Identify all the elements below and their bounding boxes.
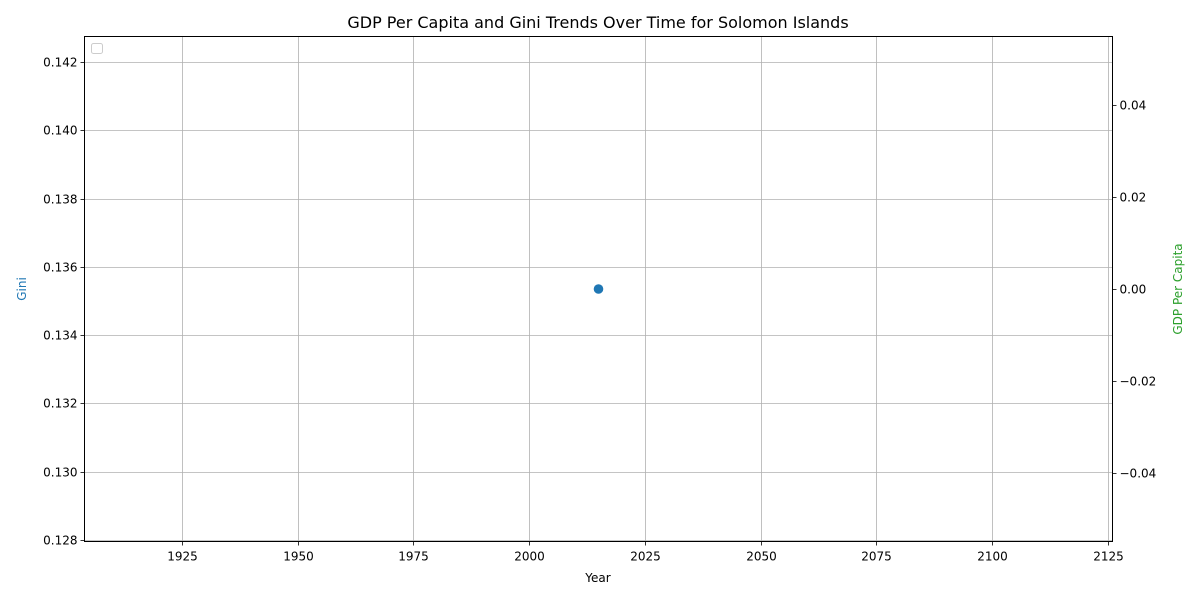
chart-title: GDP Per Capita and Gini Trends Over Time… <box>347 13 848 32</box>
x-tick-label: 2100 <box>977 550 1008 564</box>
x-tick-label: 1975 <box>398 550 429 564</box>
legend-box <box>91 43 103 54</box>
y-tick-label-left: 0.140 <box>43 124 77 138</box>
y-axis-label-right: GDP Per Capita <box>1171 243 1185 334</box>
y-tick-label-right: 0.04 <box>1120 99 1147 113</box>
y-tick-label-left: 0.136 <box>43 261 77 275</box>
y-tick-label-left: 0.134 <box>43 329 77 343</box>
y-axis-label-left: Gini <box>15 277 29 301</box>
y-tick-label-right: −0.02 <box>1120 375 1157 389</box>
series-points <box>593 284 604 294</box>
grid <box>84 36 1113 542</box>
y-tick-label-left: 0.132 <box>43 397 77 411</box>
x-axis: 1925 1950 1975 2000 2025 2050 2075 2100 2125 <box>167 541 1124 564</box>
x-tick-label: 2050 <box>746 550 777 564</box>
y-tick-label-left: 0.138 <box>43 193 77 207</box>
x-tick-label: 1950 <box>283 550 314 564</box>
data-point <box>593 284 604 294</box>
y-tick-label-right: −0.04 <box>1120 467 1157 481</box>
x-tick-label: 2000 <box>514 550 545 564</box>
x-tick-label: 2075 <box>861 550 892 564</box>
x-axis-label: Year <box>584 571 610 585</box>
y-tick-label-left: 0.142 <box>43 56 77 70</box>
x-tick-label: 2025 <box>630 550 661 564</box>
y-tick-label-left: 0.130 <box>43 466 77 480</box>
plot-frame <box>84 36 1113 542</box>
y-tick-label-left: 0.128 <box>43 534 77 548</box>
x-tick-label: 1925 <box>167 550 198 564</box>
y-tick-label-right: 0.00 <box>1120 283 1147 297</box>
x-tick-label: 2125 <box>1093 550 1124 564</box>
y-tick-label-right: 0.02 <box>1120 191 1147 205</box>
y-axis-left: 0.128 0.130 0.132 0.134 0.136 0.138 0.140 0.142 <box>43 56 85 548</box>
y-axis-right: −0.04 −0.02 0.00 0.02 0.04 <box>1112 99 1157 481</box>
